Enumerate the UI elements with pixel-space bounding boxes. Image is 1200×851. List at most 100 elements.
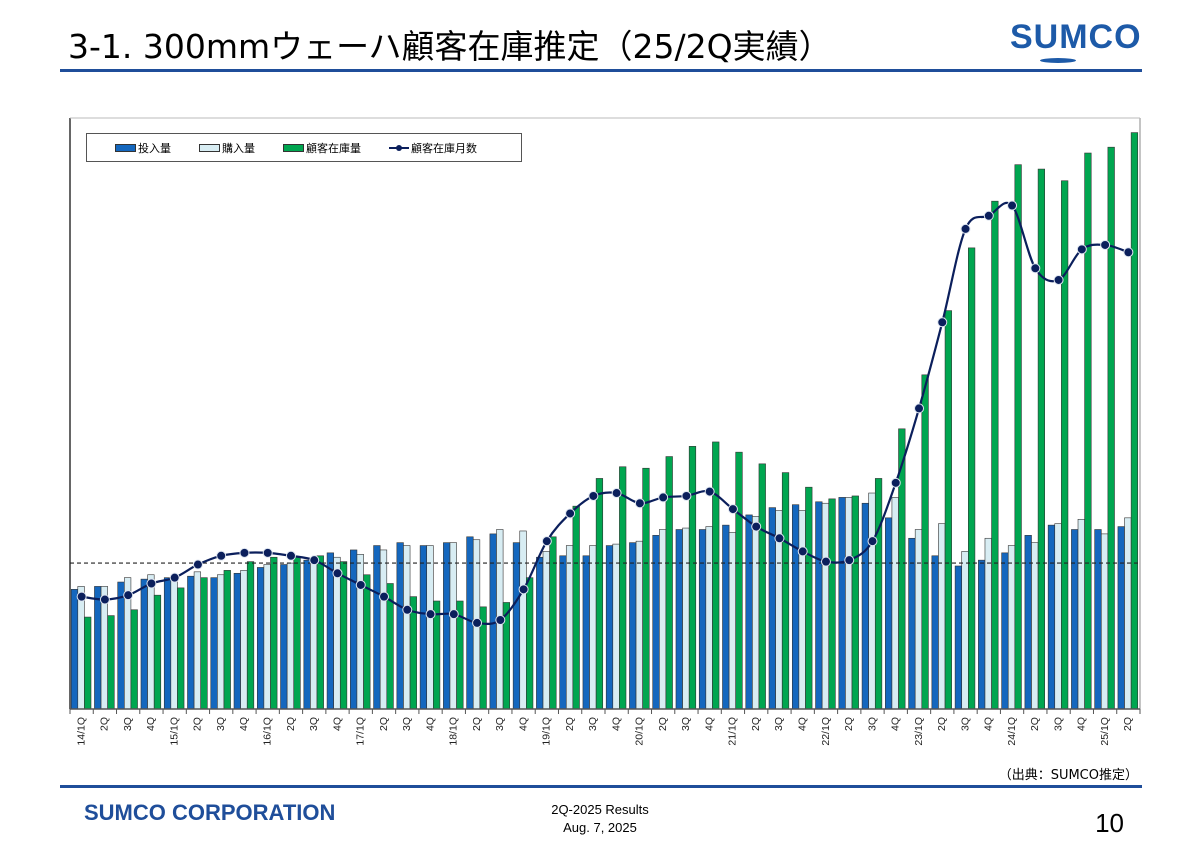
point-inventory-months xyxy=(285,550,296,561)
point-inventory-months xyxy=(146,578,157,589)
x-tick-label: 4Q xyxy=(703,717,715,731)
bar-inventory xyxy=(921,374,929,710)
bar-input xyxy=(94,586,102,710)
bar-purchase xyxy=(1100,533,1109,710)
x-tick-label: 4Q xyxy=(145,717,157,731)
results-date: Aug. 7, 2025 xyxy=(563,820,637,835)
chart-legend: 投入量 購入量 顧客在庫量 顧客在庫月数 xyxy=(86,133,522,162)
x-tick-label: 4Q xyxy=(890,717,902,731)
page-number: 10 xyxy=(1095,808,1124,838)
bar-input xyxy=(210,577,218,710)
x-tick-label: 3Q xyxy=(494,717,506,731)
bar-input xyxy=(70,589,79,710)
bar-purchase xyxy=(333,556,341,710)
legend-swatch-months xyxy=(389,144,409,152)
bar-input xyxy=(815,501,823,710)
bar-purchase xyxy=(635,540,643,710)
bar-purchase xyxy=(612,543,620,710)
point-inventory-months xyxy=(634,498,645,509)
point-inventory-months xyxy=(379,591,390,602)
bar-input xyxy=(559,555,567,710)
bar-inventory xyxy=(712,441,720,710)
x-tick-label: 2Q xyxy=(378,717,390,731)
x-tick-label: 18/1Q xyxy=(448,717,460,746)
bar-input xyxy=(326,552,334,710)
bar-purchase xyxy=(984,537,992,710)
bar-purchase xyxy=(403,545,411,710)
legend-item-inventory: 顧客在庫量 xyxy=(283,140,361,156)
bar-inventory xyxy=(572,505,580,710)
x-tick-label: 24/1Q xyxy=(1006,717,1018,746)
bar-purchase xyxy=(752,516,760,710)
point-inventory-months xyxy=(681,490,692,501)
bar-inventory xyxy=(316,555,324,710)
bar-input xyxy=(605,545,614,710)
bar-purchase xyxy=(705,526,713,710)
bar-input xyxy=(954,565,963,710)
bar-inventory xyxy=(688,446,697,710)
x-tick-label: 25/1Q xyxy=(1099,717,1111,746)
point-inventory-months xyxy=(820,556,831,567)
bar-input xyxy=(722,524,730,710)
bar-purchase xyxy=(263,564,271,710)
bar-inventory xyxy=(805,486,813,710)
x-tick-label: 3Q xyxy=(680,717,692,731)
bar-purchase xyxy=(821,502,830,710)
bar-purchase xyxy=(286,562,295,710)
bar-inventory xyxy=(851,495,859,710)
point-inventory-months xyxy=(797,546,808,557)
bar-purchase xyxy=(1007,545,1016,710)
x-tick-label: 3Q xyxy=(773,717,785,731)
bar-purchase xyxy=(798,510,806,710)
bar-purchase xyxy=(1077,518,1085,710)
point-inventory-months xyxy=(332,568,343,579)
bar-purchase xyxy=(542,551,550,710)
bar-purchase xyxy=(868,492,876,710)
point-inventory-months xyxy=(425,609,436,620)
bar-purchase xyxy=(565,545,574,710)
bar-input xyxy=(396,542,404,710)
bar-purchase xyxy=(1054,523,1062,710)
bar-purchase xyxy=(356,554,364,710)
x-tick-label: 4Q xyxy=(1076,717,1088,731)
bar-input xyxy=(1117,526,1125,710)
bar-input xyxy=(140,578,148,710)
bar-purchase xyxy=(589,545,597,710)
header-divider xyxy=(60,69,1142,72)
point-inventory-months xyxy=(495,614,506,625)
bar-input xyxy=(698,529,707,710)
legend-swatch-input xyxy=(115,143,136,152)
results-info: 2Q-2025 Results Aug. 7, 2025 xyxy=(500,801,700,837)
point-inventory-months xyxy=(123,590,134,601)
point-inventory-months xyxy=(867,536,878,547)
bar-inventory xyxy=(339,561,348,710)
bar-inventory xyxy=(1037,168,1045,710)
bar-purchase xyxy=(217,574,225,710)
bar-inventory xyxy=(293,556,301,710)
bar-purchase xyxy=(682,527,690,710)
x-tick-label: 2Q xyxy=(564,717,576,731)
bar-purchase xyxy=(728,532,737,710)
bar-input xyxy=(931,555,939,710)
bar-input xyxy=(373,545,381,710)
sumco-logo: SUMCO xyxy=(1010,18,1141,63)
point-inventory-months xyxy=(99,594,110,605)
x-tick-label: 23/1Q xyxy=(913,717,925,746)
x-tick-label: 3Q xyxy=(1052,717,1064,731)
bar-purchase xyxy=(938,523,946,710)
x-tick-label: 3Q xyxy=(587,717,599,731)
bar-input xyxy=(443,542,451,710)
results-title: 2Q-2025 Results xyxy=(551,802,649,817)
bar-inventory xyxy=(735,451,743,710)
bar-input xyxy=(419,545,428,710)
bar-input xyxy=(303,559,311,710)
x-tick-label: 3Q xyxy=(122,717,134,731)
bar-purchase xyxy=(147,574,155,710)
point-inventory-months xyxy=(1053,274,1064,285)
x-tick-label: 14/1Q xyxy=(75,717,87,746)
x-tick-label: 3Q xyxy=(215,717,227,731)
bar-inventory xyxy=(944,310,952,710)
bar-purchase xyxy=(310,561,318,710)
bar-inventory xyxy=(595,478,604,710)
logo-dish-mark xyxy=(1040,58,1076,63)
